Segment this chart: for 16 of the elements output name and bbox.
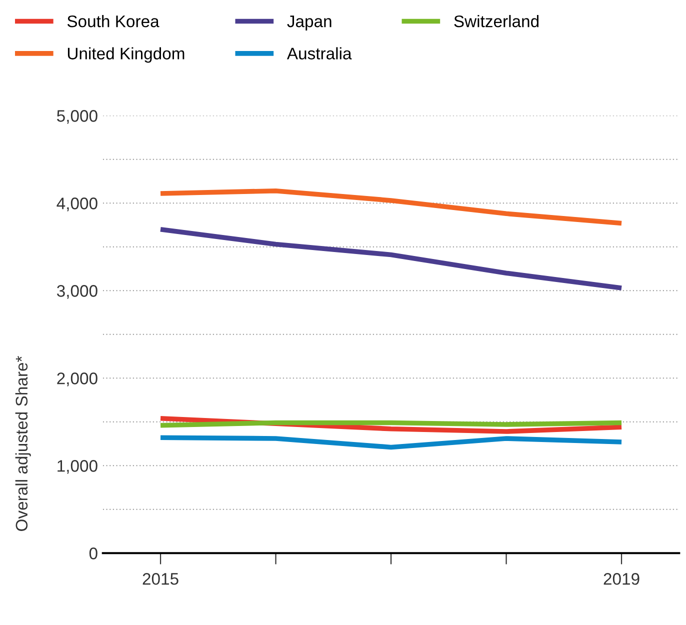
line-series [158, 226, 624, 290]
legend-label: South Korea [67, 15, 160, 28]
x-tick-label: 2015 [142, 573, 178, 585]
x-tick-label: 2019 [604, 573, 640, 585]
y-tick-label: 4,000 [56, 198, 98, 212]
line-series [158, 188, 624, 226]
legend-label: United Kingdom [68, 47, 184, 63]
legend-label: Australia [286, 47, 352, 60]
y-tick-label: 1,000 [58, 460, 98, 474]
legend-label: Japan [287, 16, 332, 31]
y-axis-title: Overall adjusted Share* [15, 356, 31, 531]
y-tick-label: 3,000 [56, 285, 98, 299]
legend-label: Switzerland [454, 15, 538, 28]
y-tick-label: 0 [89, 548, 98, 560]
y-tick-label: 2,000 [57, 372, 98, 386]
y-tick-label: 5,000 [57, 110, 98, 124]
